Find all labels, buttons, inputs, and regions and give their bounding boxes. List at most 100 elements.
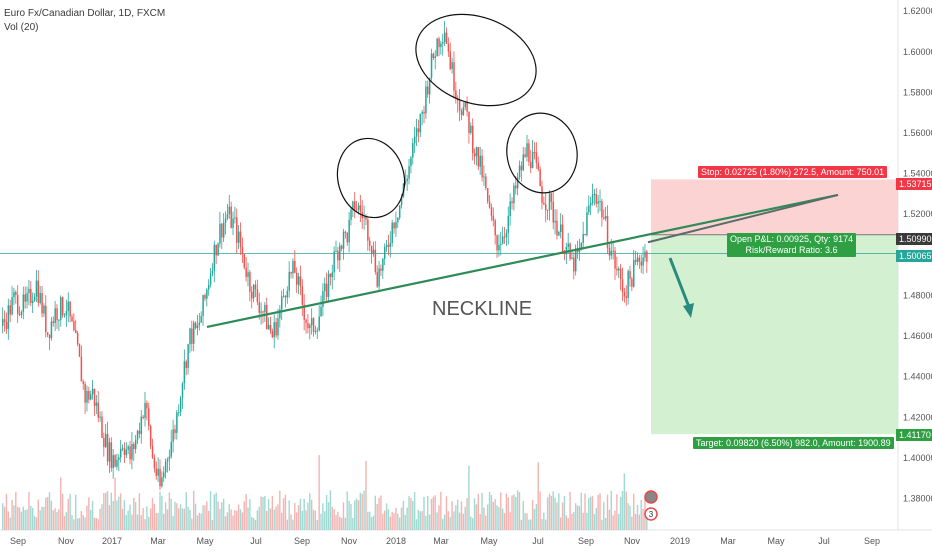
volume-bar [427,496,429,530]
volume-bar [369,511,371,530]
candle-body [61,297,64,316]
candle-body [48,334,51,339]
candle-body [153,457,156,469]
volume-bar [153,503,156,530]
candle-body [423,111,425,114]
volume-bar [133,497,135,530]
volume-bar [361,493,363,530]
candle-body [15,292,17,295]
candle-body [554,220,556,223]
volume-bar [194,503,197,530]
x-tick-label: May [767,536,785,546]
candle-body [219,223,221,244]
candle-body [531,152,534,168]
volume-bar [18,507,21,530]
volume-bar [445,496,448,530]
volume-bar [636,505,639,530]
candle-body [88,390,90,400]
candle-body [541,186,543,203]
volume-bar [251,516,253,530]
volume-bar [234,510,236,530]
candle-body [245,267,247,277]
volume-bar [500,492,502,530]
candle-body [466,101,468,112]
candle-body [473,153,476,157]
candle-body [26,293,28,302]
candle-body [614,250,616,269]
candle-body [127,446,129,450]
candle-body [601,201,603,218]
candle-body [342,231,345,249]
candle-body [234,217,236,219]
x-tick-label: 2018 [386,536,406,546]
x-tick-label: May [196,536,214,546]
volume-bar [258,506,260,530]
candle-body [125,449,128,456]
candle-body [118,457,120,460]
candle-body [559,224,562,233]
risk-reward-text: Risk/Reward Ratio: 3.6 [745,245,838,255]
candle-body [211,270,214,274]
candle-body [427,86,429,95]
volume-bar [438,505,440,530]
volume-bar [490,495,493,530]
candle-body [114,455,116,467]
volume-bar [633,493,635,530]
volume-bar [58,509,60,530]
x-tick-label: Sep [578,536,594,546]
candle-body [518,165,521,177]
x-tick-label: Jul [818,536,830,546]
volume-bar [333,509,335,530]
candle-body [503,236,506,238]
candle-body [597,201,599,204]
volume-bar [230,509,232,530]
volume-bar [142,507,144,530]
candle-body [52,321,55,323]
x-tick-label: Sep [864,536,880,546]
volume-bar [249,499,251,530]
volume-bar [189,509,191,530]
candle-body [355,209,358,211]
candle-body [571,257,573,259]
candle-body [606,215,609,248]
volume-bar [174,501,176,530]
candle-body [363,216,365,218]
volume-bar [71,514,73,530]
candle-body [266,304,268,330]
candle-body [206,289,208,299]
volume-bar [149,508,152,530]
volume-bar [9,517,11,530]
candle-body [644,251,646,258]
candle-body [556,220,558,236]
candle-body [447,43,450,52]
volume-bar [485,515,487,530]
y-tick-label: 1.38000 [903,494,932,504]
volume-bar [191,518,193,530]
volume-bar [374,495,377,530]
candle-body [520,165,523,171]
volume-bar [198,512,201,530]
x-tick-label: Mar [150,536,166,546]
candle-body [537,162,540,170]
candle-body [207,284,210,290]
candle-body [593,193,596,195]
volume-bar [466,498,468,530]
volume-bar [84,517,86,530]
volume-bar [503,513,506,530]
candle-body [73,321,75,331]
volume-bar [329,490,332,530]
candle-body [181,383,184,398]
volume-bar [625,491,627,530]
candle-body [428,77,431,95]
volume-bar [103,493,105,530]
candle-body [365,216,367,220]
candle-body [357,205,360,210]
down-arrow-shaft [668,257,691,308]
volume-bar [114,477,116,530]
candle-body [352,201,354,210]
volume-bar [151,498,154,530]
volume-bar [616,494,618,530]
candle-body [202,295,204,316]
